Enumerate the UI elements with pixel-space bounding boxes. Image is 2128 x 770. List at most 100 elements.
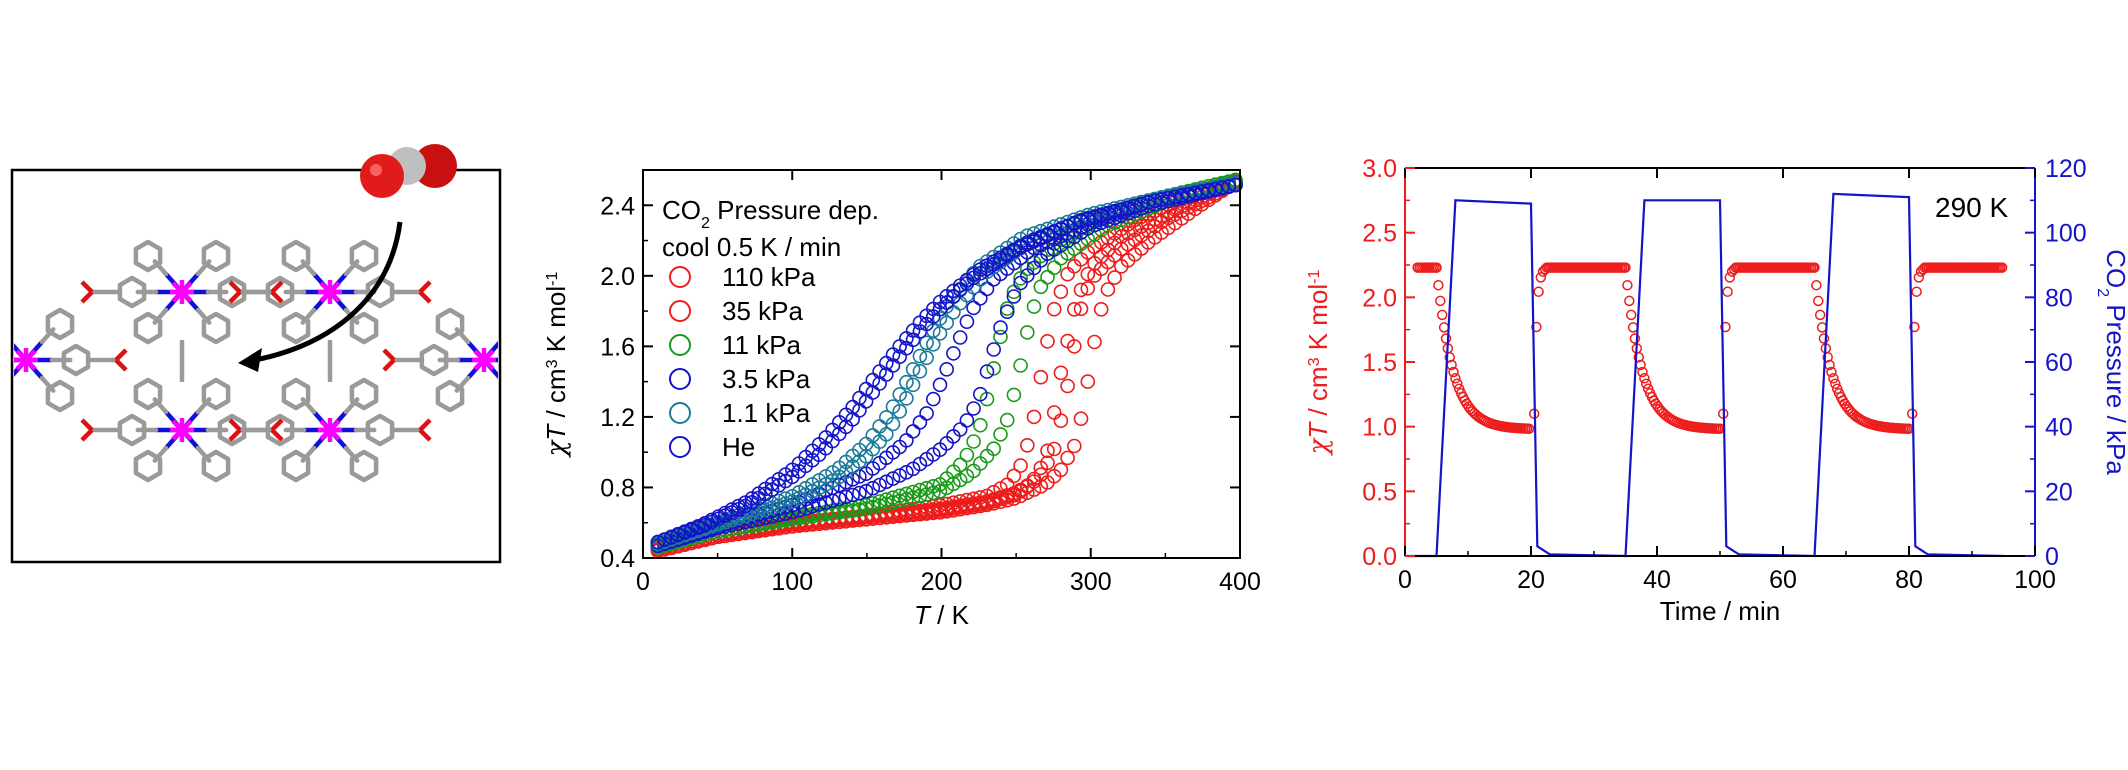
data-point (892, 488, 908, 504)
co2-molecule (360, 144, 457, 198)
data-point (1161, 190, 1176, 206)
legend-subtitle: cool 0.5 K / min (662, 232, 841, 262)
data-point (1435, 295, 1446, 307)
data-point (966, 434, 981, 449)
data-point (1006, 289, 1022, 304)
data-point (1026, 299, 1042, 314)
data-point (1080, 210, 1096, 226)
right-y-tick-label: 120 (2045, 155, 2087, 183)
data-point (1020, 437, 1035, 453)
data-point (1909, 321, 1920, 333)
data-point (1040, 226, 1055, 242)
data-point (878, 474, 894, 490)
data-point (657, 532, 672, 547)
metal-complex-top-right (228, 239, 432, 345)
data-point (946, 495, 961, 511)
legend-label: 11 kPa (722, 330, 802, 360)
data-point (1208, 181, 1223, 197)
series-chi-t (1412, 262, 2008, 434)
data-point (932, 311, 948, 326)
data-point (865, 480, 881, 496)
y-tick-label: 0.8 (600, 474, 635, 502)
data-point (919, 350, 934, 366)
data-point (1228, 177, 1243, 193)
data-point (1013, 238, 1028, 254)
data-point (1067, 301, 1082, 317)
legend-label: 3.5 kPa (722, 364, 811, 394)
data-point (885, 471, 901, 486)
data-point (865, 496, 881, 511)
chi-t-temperature-chart: 0 100 200 300 400 0.4 0.8 1.2 1.6 2.0 2.4 T / K χT /… (541, 169, 1261, 630)
data-point (1053, 221, 1069, 236)
data-point (993, 427, 1008, 442)
data-point (1060, 266, 1075, 282)
data-point (993, 320, 1008, 335)
data-point (878, 410, 894, 425)
series-co2-pressure (1405, 192, 2004, 558)
legend-marker (669, 436, 691, 458)
x-tick-label: 60 (1769, 566, 1797, 594)
data-point (1996, 262, 2008, 273)
data-point (1221, 179, 1237, 194)
left-y-tick-label: 2.0 (1362, 284, 1397, 312)
data-point (952, 494, 968, 509)
data-point (1452, 378, 1463, 390)
data-point (1053, 462, 1069, 478)
x-tick-label: 100 (771, 568, 813, 596)
data-point (1127, 198, 1143, 214)
data-point (1620, 262, 1631, 273)
left-y-tick-label: 1.5 (1362, 349, 1397, 377)
data-point (972, 417, 988, 433)
data-point (1639, 373, 1650, 384)
data-point (979, 281, 995, 297)
data-point (1629, 333, 1641, 344)
right-y-tick-label: 0 (2045, 543, 2059, 571)
data-point (1633, 351, 1644, 363)
data-point (1814, 309, 1826, 321)
data-point (966, 401, 981, 416)
data-point (885, 399, 901, 414)
data-point (731, 498, 746, 514)
data-point (1046, 405, 1062, 420)
data-point (1134, 196, 1149, 212)
data-point (1087, 209, 1102, 224)
data-point (852, 469, 867, 484)
data-point (1720, 321, 1731, 333)
data-point (1813, 295, 1824, 307)
data-point (993, 329, 1008, 345)
data-point (1100, 282, 1116, 297)
data-point (1040, 269, 1055, 285)
metal-complex-top-left (80, 239, 284, 345)
x-tick-label: 100 (2014, 566, 2056, 594)
data-point (1444, 351, 1455, 363)
y-tick-label: 0.4 (600, 545, 635, 573)
data-point (1531, 321, 1542, 333)
left-axis-label: χT / cm3 K mol-1 (1303, 269, 1334, 456)
x-axis-label: Time / min (1660, 596, 1780, 626)
data-point (1826, 366, 1837, 378)
x-tick-label: 40 (1643, 566, 1671, 594)
data-point (1436, 309, 1448, 321)
data-point (1053, 284, 1069, 300)
x-tick-label: 200 (921, 568, 963, 596)
data-point (979, 364, 995, 379)
data-point (845, 487, 861, 503)
data-point (872, 494, 887, 509)
data-point (1013, 458, 1028, 473)
data-point (1093, 207, 1109, 222)
legend-label: 110 kPa (722, 262, 816, 292)
data-point (899, 486, 914, 502)
x-tick-label: 80 (1895, 566, 1923, 594)
legend-marker (669, 402, 691, 424)
data-point (1087, 334, 1102, 350)
y-tick-label: 1.2 (600, 404, 635, 432)
data-point (905, 484, 921, 500)
left-y-tick-label: 0.5 (1362, 478, 1397, 506)
data-point (872, 477, 887, 493)
data-point (858, 483, 874, 499)
data-point (1006, 468, 1022, 484)
data-point (1622, 279, 1633, 291)
y-tick-label: 2.0 (600, 263, 635, 291)
data-point (919, 480, 934, 496)
